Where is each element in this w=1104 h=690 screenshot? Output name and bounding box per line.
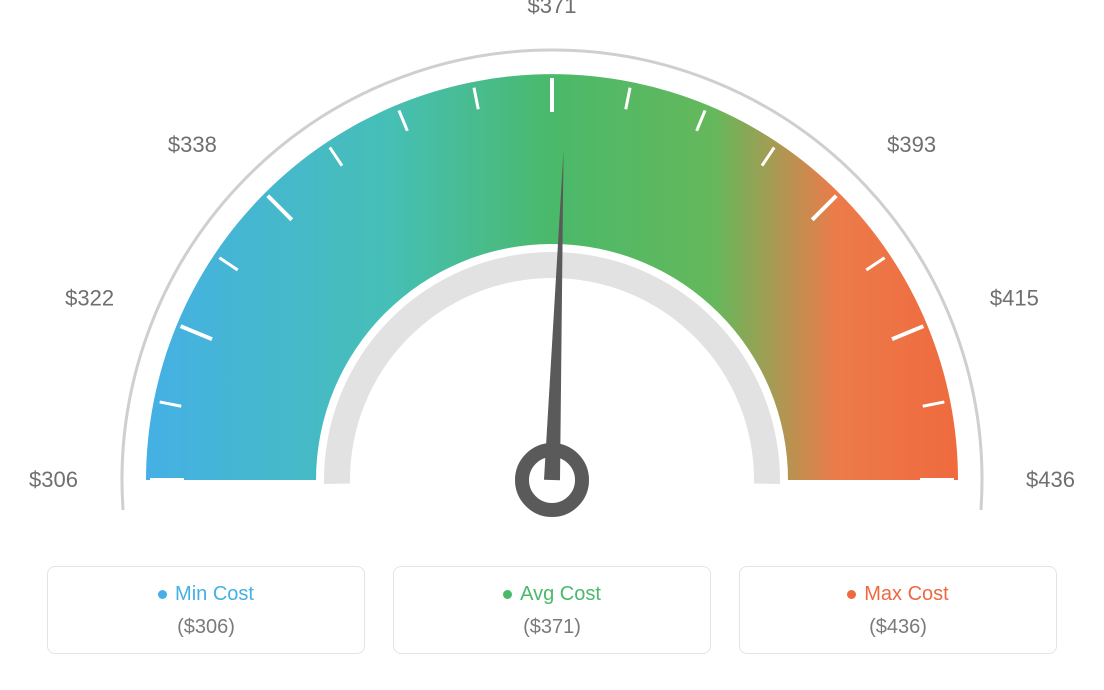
legend-dot-min [158, 590, 167, 599]
legend-row: Min Cost ($306) Avg Cost ($371) Max Cost… [0, 566, 1104, 654]
chart-container: $306 $322 $338 $371 $393 $415 $436 Min Cost ($… [0, 0, 1104, 690]
legend-card-avg: Avg Cost ($371) [393, 566, 711, 654]
legend-title-avg: Avg Cost [503, 583, 601, 606]
legend-card-max: Max Cost ($436) [739, 566, 1057, 654]
gauge-tick-label: $393 [887, 132, 936, 157]
gauge-tick-label: $338 [168, 132, 217, 157]
gauge-tick-label: $322 [65, 286, 114, 311]
legend-title-max: Max Cost [847, 583, 948, 606]
legend-dot-max [847, 590, 856, 599]
gauge-tick-label: $436 [1026, 467, 1075, 492]
legend-dot-avg [503, 590, 512, 599]
legend-title-min: Min Cost [158, 583, 254, 606]
gauge-svg: $306 $322 $338 $371 $393 $415 $436 [0, 0, 1104, 560]
legend-value-min: ($306) [48, 616, 364, 639]
legend-label-max: Max Cost [864, 583, 948, 606]
gauge-area: $306 $322 $338 $371 $393 $415 $436 [0, 0, 1104, 560]
legend-value-avg: ($371) [394, 616, 710, 639]
legend-value-max: ($436) [740, 616, 1056, 639]
gauge-tick-label: $371 [528, 0, 577, 18]
legend-card-min: Min Cost ($306) [47, 566, 365, 654]
gauge-tick-label: $306 [29, 467, 78, 492]
legend-label-min: Min Cost [175, 583, 254, 606]
legend-label-avg: Avg Cost [520, 583, 601, 606]
gauge-tick-label: $415 [990, 286, 1039, 311]
